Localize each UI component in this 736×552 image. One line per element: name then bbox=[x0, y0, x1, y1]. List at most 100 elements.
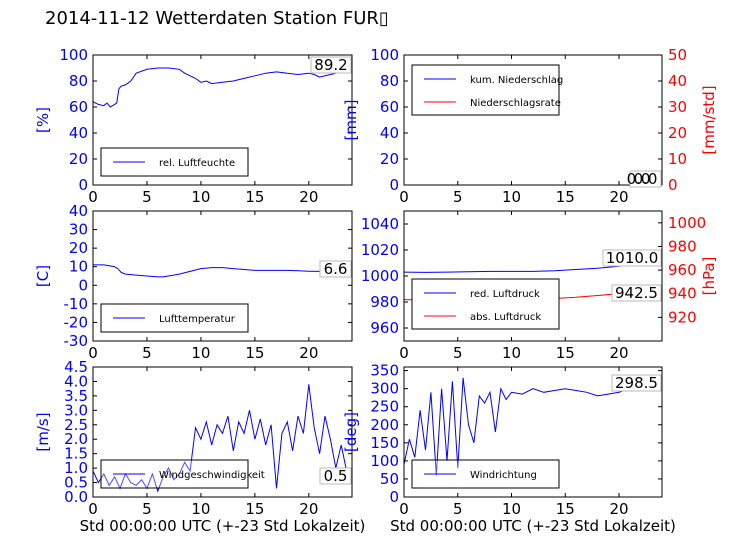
y-tick-label: -10 bbox=[64, 295, 89, 313]
x-tick-label: 20 bbox=[299, 500, 318, 518]
x-tick-label: 5 bbox=[453, 500, 463, 518]
current-value-box bbox=[310, 56, 352, 74]
x-tick-label: 15 bbox=[245, 500, 264, 518]
y-axis-label: [%] bbox=[34, 107, 52, 133]
chart-panel-wind_speed: 0 5 10 15 200.00.51.01.52.02.53.03.54.04.5[m… bbox=[34, 358, 365, 535]
y-tick-label: 2.0 bbox=[64, 430, 88, 448]
y-tick-label: 0.5 bbox=[64, 474, 88, 492]
x-tick-label: 20 bbox=[609, 344, 628, 362]
y-axis-label: [deg] bbox=[342, 412, 360, 452]
chart-panel-precip: 0 5 10 15 20 0 20 40 60 80 100 0 10 20 30 40 50 [mm] [mm/s… bbox=[342, 46, 718, 206]
y-tick-label: 40 bbox=[69, 124, 88, 142]
x-tick-label: 10 bbox=[502, 500, 521, 518]
current-value: 89.2 bbox=[314, 56, 347, 74]
x-tick-label: 5 bbox=[453, 344, 463, 362]
y-axis-label-right: [mm/std] bbox=[700, 85, 718, 154]
current-value-box bbox=[629, 170, 662, 188]
y-tick-label: 2.5 bbox=[64, 416, 88, 434]
y-tick-label: 100 bbox=[370, 46, 399, 64]
series-line-wind_direction-0 bbox=[404, 377, 662, 476]
y-tick-label-right: 20 bbox=[668, 124, 687, 142]
legend-label: rel. Luftfeuchte bbox=[159, 158, 235, 169]
chart-panel-humidity: 0 5 10 15 20 0 20 40 60 80 100 [%] 89.2 rel. Luftfeuc… bbox=[34, 46, 353, 206]
x-tick-label: 10 bbox=[502, 188, 521, 206]
y-tick-label: 60 bbox=[380, 98, 399, 116]
y-tick-label-right: 920 bbox=[668, 308, 697, 326]
x-tick-label: 0 bbox=[399, 500, 409, 518]
plot-frame bbox=[403, 366, 663, 498]
y-tick-label: 0 bbox=[389, 176, 399, 194]
x-tick-label: 0 bbox=[88, 500, 98, 518]
y-tick-label: -20 bbox=[64, 313, 89, 331]
current-value-2: 0.0 bbox=[627, 170, 651, 188]
legend-label: Windgeschwindigkeit bbox=[159, 470, 265, 481]
current-value-box bbox=[319, 467, 352, 485]
x-tick-label: 15 bbox=[245, 188, 264, 206]
legend-box bbox=[411, 64, 560, 116]
series-line-temperature-0 bbox=[93, 264, 352, 278]
y-tick-label: 960 bbox=[370, 319, 399, 337]
y-tick-label: 100 bbox=[370, 452, 399, 470]
current-value: 6.6 bbox=[324, 260, 348, 278]
current-value-2-box bbox=[611, 284, 662, 302]
series-line-humidity-0 bbox=[93, 67, 352, 108]
current-value-2: 942.5 bbox=[615, 284, 658, 302]
y-tick-label-right: 980 bbox=[668, 237, 697, 255]
current-value-box bbox=[611, 374, 662, 392]
y-tick-label: -30 bbox=[64, 332, 89, 350]
x-tick-label: 20 bbox=[299, 188, 318, 206]
y-tick-label: 3.0 bbox=[64, 401, 88, 419]
y-tick-label: 20 bbox=[69, 150, 88, 168]
x-tick-label: 20 bbox=[299, 344, 318, 362]
current-value-box bbox=[319, 260, 352, 278]
x-tick-label: 15 bbox=[556, 500, 575, 518]
y-tick-label: 0 bbox=[389, 488, 399, 506]
plot-frame bbox=[92, 54, 353, 186]
legend-label: red. Luftdruck bbox=[470, 289, 540, 300]
current-value: 298.5 bbox=[615, 374, 658, 392]
y-tick-label: 0.0 bbox=[64, 488, 88, 506]
current-value: 0.0 bbox=[634, 170, 658, 188]
y-tick-label: 1.0 bbox=[64, 459, 88, 477]
y-tick-label-right: 50 bbox=[668, 46, 687, 64]
y-tick-label: 980 bbox=[370, 293, 399, 311]
y-tick-label: 20 bbox=[69, 239, 88, 257]
y-axis-label: [mm] bbox=[342, 100, 360, 141]
y-tick-label: 1000 bbox=[361, 267, 399, 285]
y-tick-label: 30 bbox=[69, 221, 88, 239]
y-tick-label: 4.5 bbox=[64, 358, 88, 376]
x-tick-label: 10 bbox=[191, 188, 210, 206]
y-tick-label: 10 bbox=[69, 258, 88, 276]
x-tick-label: 5 bbox=[142, 344, 152, 362]
plot-frame bbox=[92, 366, 353, 498]
x-tick-label: 0 bbox=[88, 344, 98, 362]
x-tick-label: 15 bbox=[556, 188, 575, 206]
legend-label: abs. Luftdruck bbox=[470, 312, 541, 323]
plot-frame bbox=[403, 54, 663, 186]
x-tick-label: 5 bbox=[142, 188, 152, 206]
x-tick-label: 0 bbox=[399, 188, 409, 206]
x-tick-label: 10 bbox=[191, 500, 210, 518]
y-tick-label: 0 bbox=[78, 176, 88, 194]
x-tick-label: 10 bbox=[191, 344, 210, 362]
y-tick-label-right: 960 bbox=[668, 261, 697, 279]
y-axis-label: [C] bbox=[34, 265, 52, 287]
y-tick-label-right: 40 bbox=[668, 72, 687, 90]
x-tick-label: 15 bbox=[556, 344, 575, 362]
x-tick-label: 5 bbox=[142, 500, 152, 518]
y-tick-label: 100 bbox=[59, 46, 88, 64]
chart-panel-pressure: 0 5 10 15 20 960 980 1000 1020 1040 920 940 960 980 10… bbox=[361, 210, 718, 362]
x-tick-label: 10 bbox=[502, 344, 521, 362]
current-value: 1010.0 bbox=[606, 249, 659, 267]
x-tick-label: 0 bbox=[399, 344, 409, 362]
legend-label: Windrichtung bbox=[470, 470, 537, 481]
y-tick-label: 1.5 bbox=[64, 445, 88, 463]
y-tick-label: 150 bbox=[370, 434, 399, 452]
current-value-box bbox=[602, 249, 662, 267]
series-line-wind_speed-0 bbox=[93, 384, 352, 493]
y-tick-label: 80 bbox=[380, 72, 399, 90]
x-tick-label: 15 bbox=[245, 344, 264, 362]
